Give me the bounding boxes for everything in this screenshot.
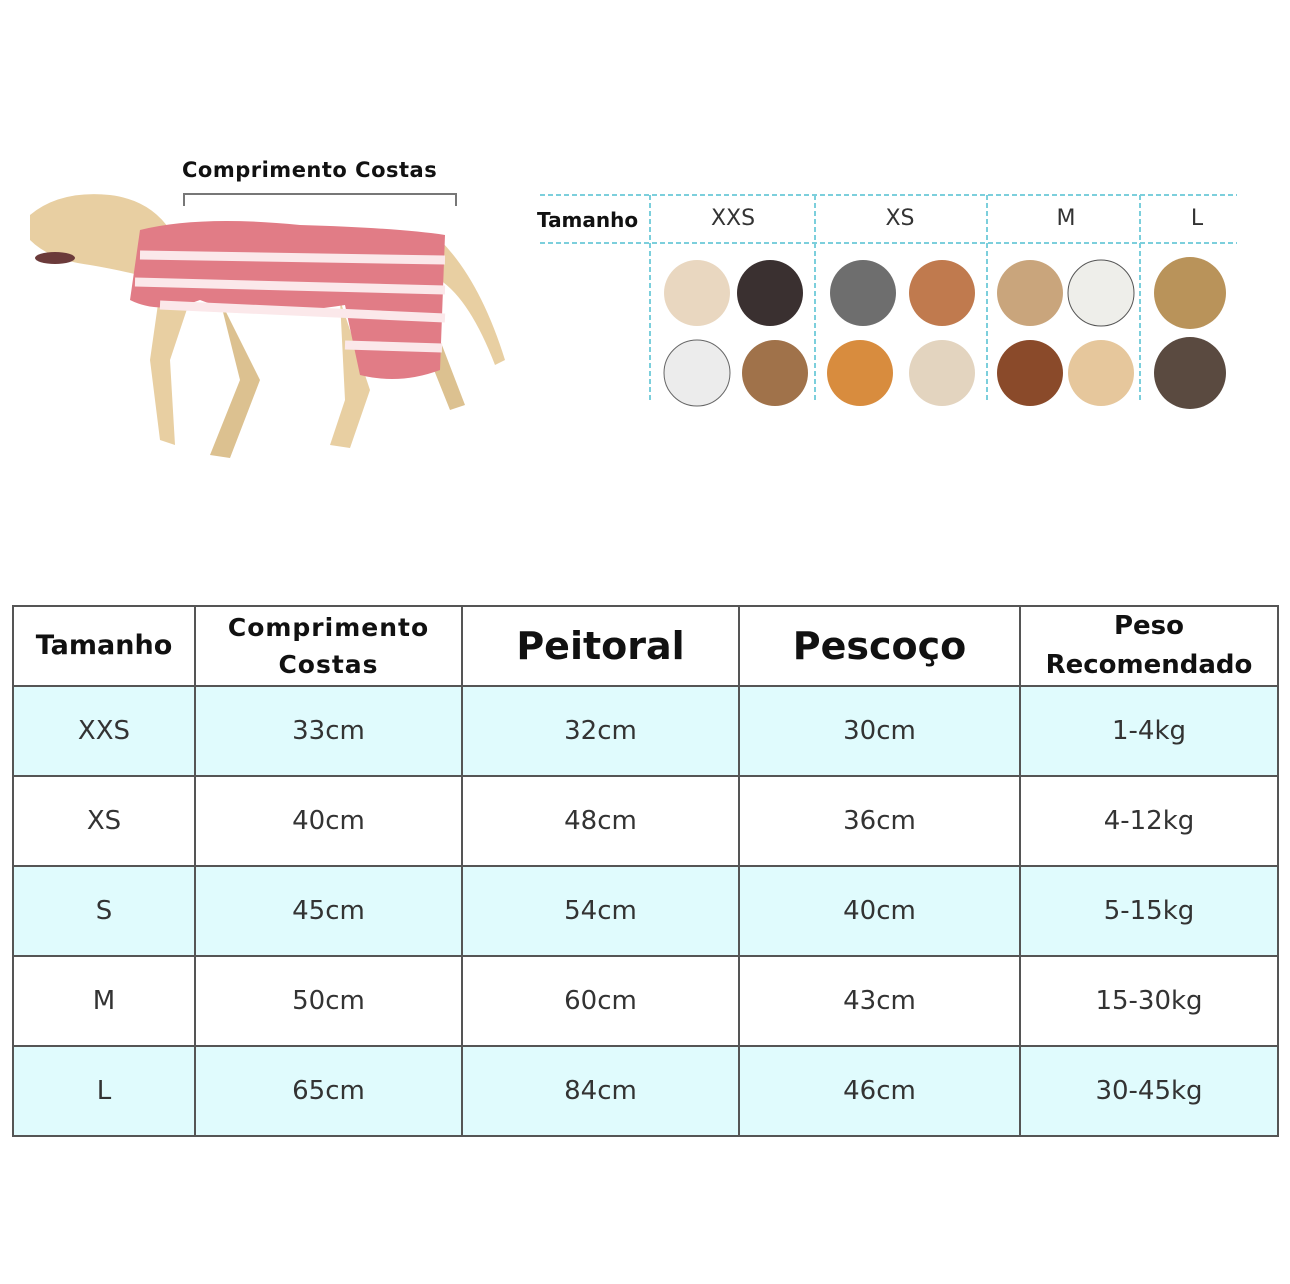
top-graphics bbox=[30, 193, 1237, 458]
size-table: Tamanho Comprimento Costas Peitoral Pescoço… bbox=[12, 605, 1279, 1137]
table-row: XS 40cm 48cm 36cm 4-12kg bbox=[12, 775, 1279, 867]
dog-illustration bbox=[30, 194, 505, 458]
table-cell: 50cm bbox=[194, 955, 463, 1047]
header-cell: Comprimento Costas bbox=[194, 605, 463, 687]
table-cell: 46cm bbox=[738, 1045, 1021, 1137]
header-cell: Tamanho bbox=[12, 605, 196, 687]
length-bracket bbox=[183, 193, 457, 206]
table-cell: 5-15kg bbox=[1019, 865, 1279, 957]
table-cell: 1-4kg bbox=[1019, 685, 1279, 777]
size-label: XS bbox=[885, 206, 915, 231]
table-cell: S bbox=[12, 865, 196, 957]
table-cell: 60cm bbox=[461, 955, 740, 1047]
header-cell: Pescoço bbox=[738, 605, 1021, 687]
table-cell: 43cm bbox=[738, 955, 1021, 1047]
header-cell: Peso Recomendado bbox=[1019, 605, 1279, 687]
header-row: Tamanho Comprimento Costas Peitoral Pescoço… bbox=[12, 605, 1279, 687]
table-row: L 65cm 84cm 46cm 30-45kg bbox=[12, 1045, 1279, 1137]
table-cell: 40cm bbox=[738, 865, 1021, 957]
table-row: S 45cm 54cm 40cm 5-15kg bbox=[12, 865, 1279, 957]
table-cell: XS bbox=[12, 775, 196, 867]
size-label: M bbox=[1056, 206, 1076, 231]
table-cell: 36cm bbox=[738, 775, 1021, 867]
table-row: M 50cm 60cm 43cm 15-30kg bbox=[12, 955, 1279, 1047]
guide-grid bbox=[540, 194, 1237, 402]
guide-label: Tamanho bbox=[537, 208, 639, 232]
table-cell: L bbox=[12, 1045, 196, 1137]
table-cell: 30-45kg bbox=[1019, 1045, 1279, 1137]
dog-photos bbox=[663, 257, 1226, 409]
table-cell: 33cm bbox=[194, 685, 463, 777]
table-cell: 40cm bbox=[194, 775, 463, 867]
table-cell: 30cm bbox=[738, 685, 1021, 777]
size-label: XXS bbox=[710, 206, 756, 231]
illustration-label: Comprimento Costas bbox=[182, 158, 438, 182]
table-cell: XXS bbox=[12, 685, 196, 777]
table-row: XXS 33cm 32cm 30cm 1-4kg bbox=[12, 685, 1279, 777]
table-cell: 32cm bbox=[461, 685, 740, 777]
table-cell: M bbox=[12, 955, 196, 1047]
size-label: L bbox=[1190, 206, 1204, 231]
table-cell: 15-30kg bbox=[1019, 955, 1279, 1047]
table-cell: 65cm bbox=[194, 1045, 463, 1137]
header-cell: Peitoral bbox=[461, 605, 740, 687]
table-cell: 84cm bbox=[461, 1045, 740, 1137]
table-cell: 48cm bbox=[461, 775, 740, 867]
table-cell: 54cm bbox=[461, 865, 740, 957]
table-cell: 4-12kg bbox=[1019, 775, 1279, 867]
table-cell: 45cm bbox=[194, 865, 463, 957]
